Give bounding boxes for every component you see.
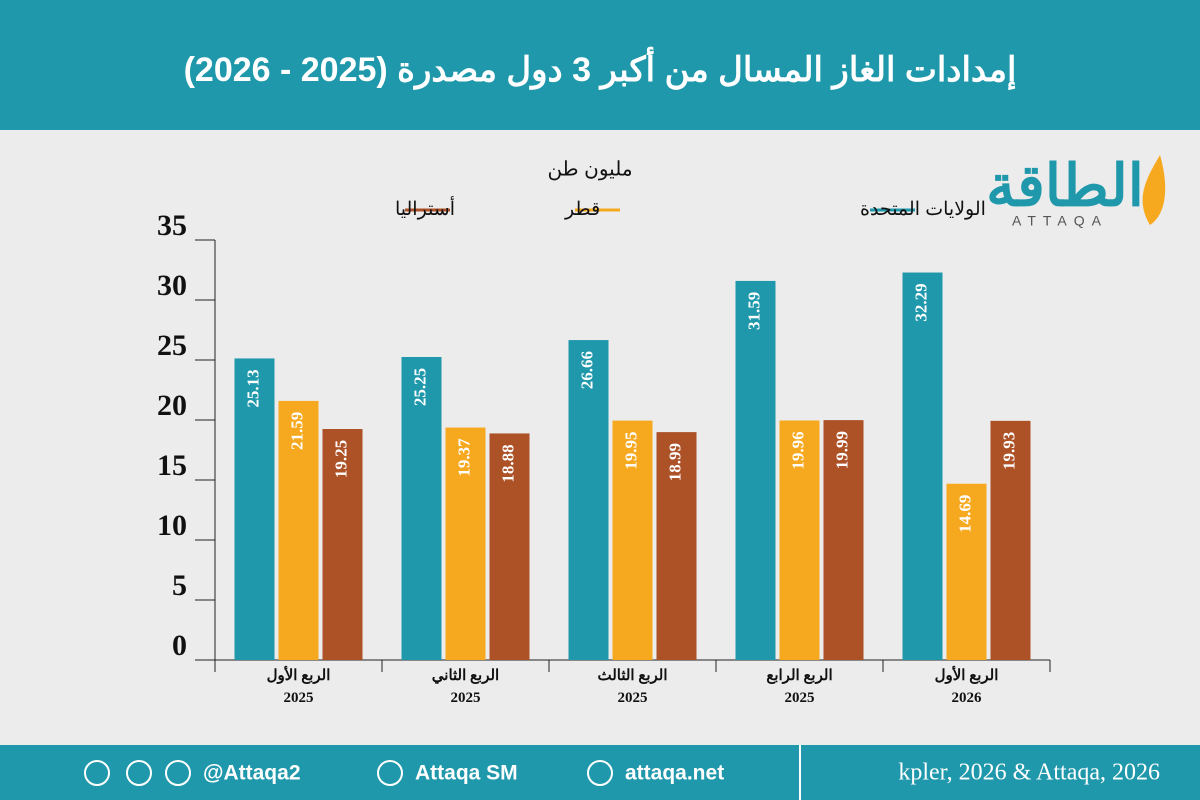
value-label: 25.13: [243, 369, 262, 407]
bar: [234, 358, 275, 660]
bar: [489, 433, 530, 660]
bar: [735, 280, 776, 660]
bar: [322, 429, 363, 660]
value-label: 19.93: [999, 432, 1018, 470]
bar: [990, 420, 1031, 660]
value-label: 21.59: [287, 412, 306, 450]
x-tick-label: الربع الرابع 2025: [766, 668, 833, 706]
y-axis-label: مليون طن: [547, 158, 632, 180]
value-label: 18.99: [665, 443, 684, 481]
bar: [445, 427, 486, 660]
y-tick-label: 5: [172, 569, 187, 602]
value-label: 19.95: [621, 431, 640, 469]
value-label: 19.96: [788, 431, 807, 469]
y-tick-label: 35: [157, 209, 187, 242]
chart-title: إمدادات الغاز المسال من أكبر 3 دول مصدرة…: [184, 47, 1017, 90]
bar: [612, 420, 653, 660]
legend-label: أستراليا: [395, 195, 455, 220]
footer-icons: [84, 760, 613, 786]
x-tick-label: الربع الثالث 2025: [597, 668, 668, 706]
value-label: 18.88: [498, 444, 517, 482]
x-tick-label: الربع الأول 2026: [934, 668, 999, 706]
y-tick-label: 30: [157, 269, 187, 302]
value-label: 26.66: [577, 351, 596, 389]
footer-handle: @Attaqa2: [203, 762, 301, 785]
value-label: 19.99: [832, 431, 851, 469]
header-band: [0, 0, 1200, 130]
value-label: 32.29: [911, 283, 930, 321]
footer-site: attaqa.net: [625, 762, 724, 785]
logo-latin: ATTAQA: [1012, 213, 1108, 229]
bar: [902, 272, 943, 660]
value-label: 19.25: [331, 440, 350, 478]
y-tick-label: 15: [157, 449, 187, 482]
value-label: 19.37: [454, 438, 473, 477]
y-tick-label: 20: [157, 389, 187, 422]
logo-drop: [1142, 155, 1166, 225]
bar: [779, 420, 820, 660]
y-tick-label: 10: [157, 509, 187, 542]
legend-label: الولايات المتحدة: [860, 199, 986, 220]
footer-source: kpler, 2026 & Attaqa, 2026: [898, 760, 1160, 786]
bar: [278, 400, 319, 660]
legend-label: قطر: [564, 199, 600, 220]
bar: [401, 357, 442, 660]
bar: [946, 483, 987, 660]
value-label: 14.69: [955, 495, 974, 533]
value-label: 25.25: [410, 368, 429, 406]
footer-youtube: Attaqa SM: [415, 762, 518, 785]
value-label: 31.59: [744, 292, 763, 330]
bar: [823, 420, 864, 660]
x-tick-label: الربع الثاني 2025: [431, 668, 500, 706]
bar: [656, 432, 697, 660]
bar: [568, 340, 609, 660]
y-tick-label: 0: [172, 629, 187, 662]
footer-band: [0, 745, 1200, 800]
logo-name: الطاقة: [986, 153, 1144, 218]
y-tick-label: 25: [157, 329, 187, 362]
x-tick-label: الربع الأول 2025: [266, 668, 331, 706]
